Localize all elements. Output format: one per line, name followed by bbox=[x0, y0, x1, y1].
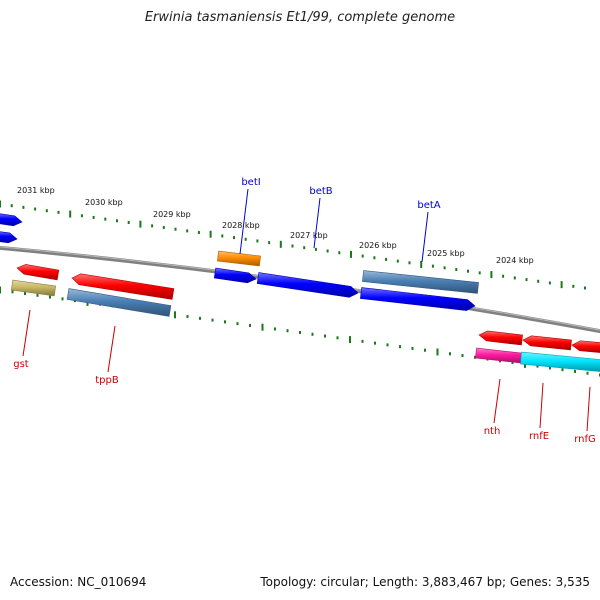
gene-arrow-betb bbox=[256, 272, 359, 298]
gene-label-gst: gst bbox=[13, 359, 29, 370]
scale-label: 2027 kbp bbox=[290, 231, 328, 240]
gene-arrow bbox=[16, 264, 60, 281]
leader-line bbox=[239, 188, 249, 255]
scale-label: 2024 kbp bbox=[496, 256, 534, 265]
scale-label: 2025 kbp bbox=[427, 249, 465, 258]
scale-label: 2028 kbp bbox=[222, 221, 260, 230]
gene-arrow bbox=[71, 273, 175, 300]
leader-line bbox=[539, 382, 544, 429]
gene-arrow bbox=[522, 335, 572, 351]
scale-label: 2031 kbp bbox=[17, 186, 55, 195]
gene-label-nth: nth bbox=[484, 426, 501, 437]
leader-line bbox=[493, 378, 501, 424]
gene-arrow-beta bbox=[360, 287, 476, 311]
leader-line bbox=[22, 309, 31, 357]
accession-text: Accession: NC_010694 bbox=[10, 575, 147, 589]
gene-arrow bbox=[0, 213, 23, 227]
gene-arrow bbox=[478, 330, 523, 346]
gene-arrow bbox=[362, 270, 479, 294]
leader-line bbox=[421, 211, 429, 263]
genome-summary-text: Topology: circular; Length: 3,883,467 bp… bbox=[260, 575, 590, 589]
gene-arrow bbox=[571, 340, 600, 353]
scale-label: 2029 kbp bbox=[153, 210, 191, 219]
gene-label-beti: betI bbox=[241, 177, 260, 188]
gene-label-tppb: tppB bbox=[95, 375, 119, 386]
scale-label: 2030 kbp bbox=[85, 198, 123, 207]
gene-label-betb: betB bbox=[309, 186, 332, 197]
map-title: Erwinia tasmaniensis Et1/99, complete ge… bbox=[144, 10, 456, 25]
gene-arrow-nth bbox=[475, 347, 522, 364]
gene-arrow bbox=[0, 231, 18, 244]
scale-label: 2026 kbp bbox=[359, 241, 397, 250]
gene-label-rnfg: rnfG bbox=[574, 434, 596, 445]
gene-arrow-rnfe bbox=[520, 351, 600, 372]
leader-line bbox=[586, 386, 591, 432]
gene-arrow-gst bbox=[10, 279, 57, 297]
gene-label-beta: betA bbox=[417, 200, 440, 211]
gene-arrow-tppb bbox=[66, 288, 172, 317]
gene-label-rnfe: rnfE bbox=[529, 431, 549, 442]
gene-arrow bbox=[213, 267, 257, 284]
leader-line bbox=[313, 197, 321, 249]
gene-arrow-beti bbox=[217, 250, 261, 267]
leader-line bbox=[107, 325, 116, 373]
